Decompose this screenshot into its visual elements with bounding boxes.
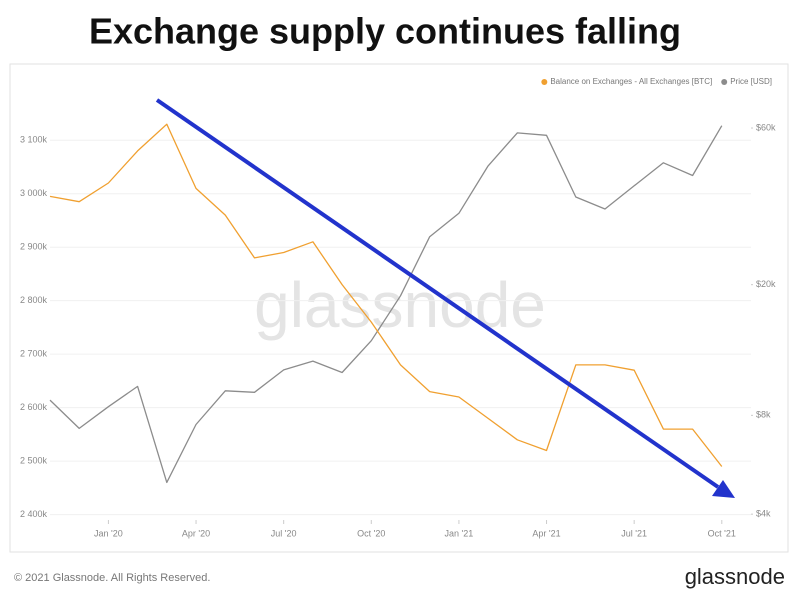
chart-title: Exchange supply continues falling (89, 11, 681, 52)
x-tick-label: Jan '20 (94, 528, 123, 538)
y2-tick-label: $4k (756, 509, 771, 519)
x-tick-label: Oct '21 (708, 528, 736, 538)
y-tick-label: 2 700k (20, 349, 48, 359)
y-tick-label: 3 100k (20, 135, 48, 145)
brand-logo: glassnode (685, 564, 785, 589)
x-tick-label: Jan '21 (445, 528, 474, 538)
y-tick-label: 2 500k (20, 456, 48, 466)
y2-tick-label: $60k (756, 122, 776, 132)
series-line (49, 125, 723, 484)
legend-label: Balance on Exchanges - All Exchanges [BT… (550, 77, 712, 86)
y-tick-label: 2 900k (20, 242, 48, 252)
x-tick-label: Jul '20 (271, 528, 297, 538)
trend-arrow (155, 98, 720, 489)
chart-frame (9, 63, 789, 553)
y-tick-label: 2 600k (20, 402, 48, 412)
series-line (49, 123, 723, 467)
arrow-head (712, 480, 735, 498)
y-tick-label: 2 400k (20, 509, 48, 519)
y2-tick-label: $20k (756, 279, 776, 289)
legend-marker (541, 79, 548, 85)
legend-marker (721, 79, 728, 85)
x-tick-label: Jul '21 (621, 528, 647, 538)
x-tick-label: Apr '20 (182, 528, 210, 538)
legend-label: Price [USD] (730, 77, 772, 86)
x-tick-label: Apr '21 (532, 528, 560, 538)
watermark: glassnode (254, 269, 546, 341)
y2-tick-label: $8k (756, 410, 771, 420)
y-tick-label: 3 000k (20, 188, 48, 198)
footer: © 2021 Glassnode. All Rights Reserved. (14, 572, 210, 584)
x-tick-label: Oct '20 (357, 528, 385, 538)
y-tick-label: 2 800k (20, 295, 48, 305)
